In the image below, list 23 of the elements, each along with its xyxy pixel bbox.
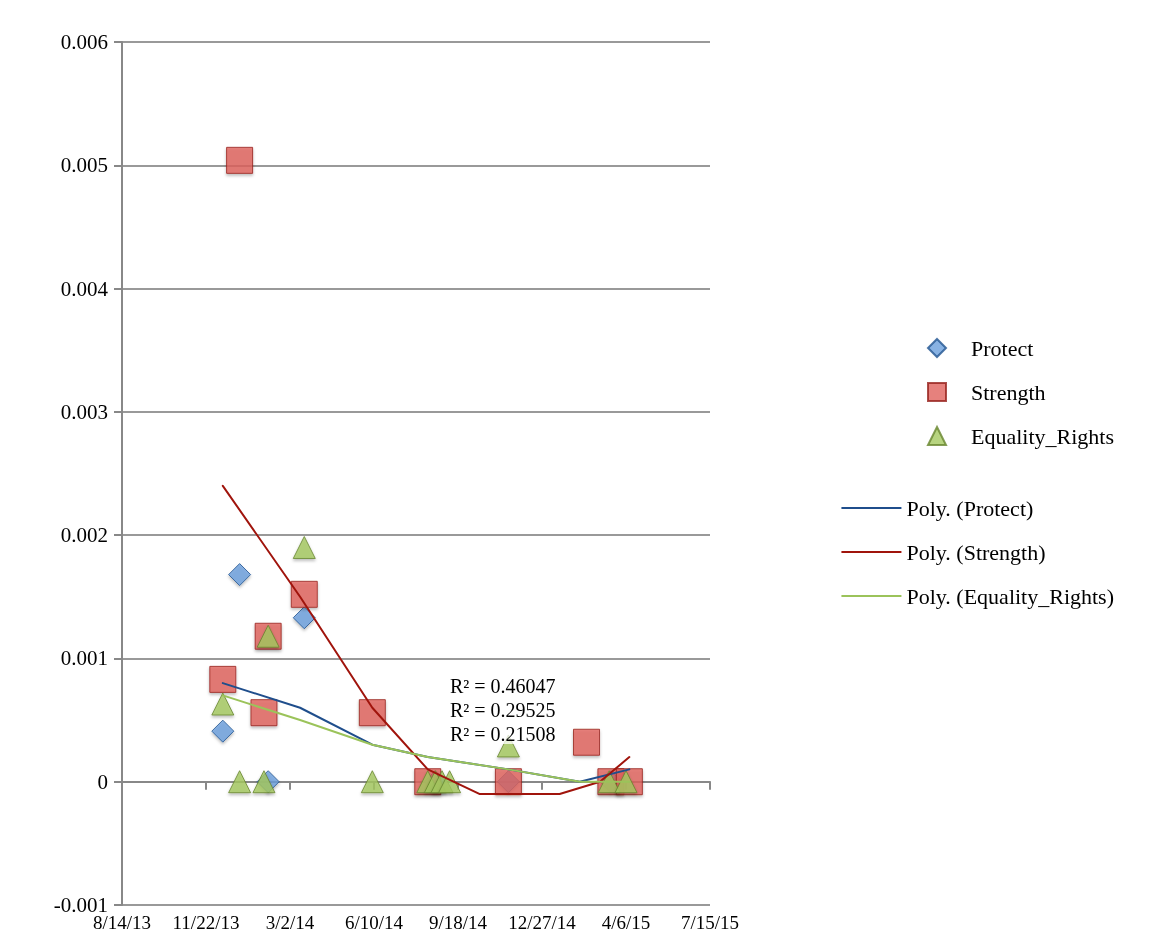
- x-tick-label: 4/6/15: [601, 912, 651, 933]
- legend-label: Poly. (Protect): [906, 495, 1034, 521]
- x-tick-label: 9/18/14: [428, 912, 488, 933]
- y-tick-label: 0.003: [60, 399, 108, 424]
- x-tick-label: 6/10/14: [344, 912, 404, 933]
- legend-label: Strength: [971, 379, 1046, 405]
- y-tick-label: 0.001: [60, 646, 108, 671]
- x-tick-label: 7/15/15: [680, 912, 740, 933]
- legend-label: Poly. (Strength): [906, 539, 1046, 565]
- annotation: R² = 0.46047: [450, 675, 556, 697]
- y-tick-label: 0: [97, 769, 108, 794]
- y-tick-label: 0.004: [60, 276, 109, 301]
- x-tick-label: 12/27/14: [508, 912, 577, 933]
- legend-label: Equality_Rights: [971, 423, 1114, 449]
- annotation: R² = 0.21508: [450, 723, 556, 745]
- x-tick-label: 11/22/13: [172, 912, 240, 933]
- y-tick-label: 0.002: [60, 523, 108, 548]
- y-tick-label: 0.005: [60, 153, 108, 178]
- y-tick-label: 0.006: [60, 30, 108, 54]
- legend-label: Protect: [971, 335, 1034, 361]
- legend-label: Poly. (Equality_Rights): [906, 583, 1115, 609]
- annotation: R² = 0.29525: [450, 699, 556, 721]
- x-tick-label: 3/2/14: [265, 912, 315, 933]
